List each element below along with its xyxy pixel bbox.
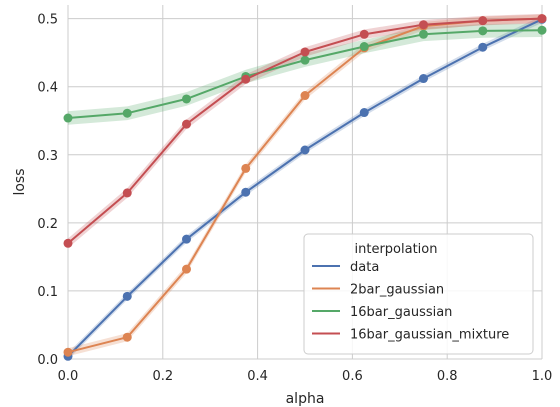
- legend-label-16bar-gaussian-mixture: 16bar_gaussian_mixture: [350, 328, 509, 343]
- x-tick-label: 0.6: [342, 369, 363, 384]
- point-2bar-gaussian: [122, 332, 132, 342]
- series-points: [63, 14, 547, 361]
- point-16bar-gaussian-mixture: [359, 29, 369, 39]
- y-tick-label: 0.0: [37, 353, 58, 368]
- x-tick-labels: 0.0 0.2 0.4 0.6 0.8 1.0: [58, 369, 553, 384]
- point-16bar-gaussian: [63, 113, 73, 123]
- x-tick-label: 0.0: [58, 369, 79, 384]
- point-16bar-gaussian-mixture: [419, 20, 428, 30]
- point-data: [122, 291, 132, 301]
- x-axis-title: alpha: [286, 391, 325, 407]
- point-16bar-gaussian-mixture: [122, 188, 132, 198]
- legend-box: [303, 233, 534, 355]
- y-tick-label: 0.4: [37, 81, 58, 96]
- legend: interpolation data 2bar_gaussian 16bar_gau…: [303, 233, 534, 355]
- y-tick-label: 0.1: [37, 285, 58, 300]
- legend-label-16bar-gaussian: 16bar_gaussian: [350, 305, 452, 320]
- point-data: [419, 74, 428, 84]
- grid-lines: [67, 5, 543, 360]
- y-tick-labels: 0.0 0.1 0.2 0.3 0.4 0.5: [37, 13, 58, 368]
- point-16bar-gaussian: [537, 25, 547, 35]
- y-tick-label: 0.2: [37, 217, 58, 232]
- point-16bar-gaussian: [359, 42, 369, 52]
- point-2bar-gaussian: [241, 163, 251, 173]
- point-16bar-gaussian: [419, 29, 428, 39]
- point-16bar-gaussian-mixture: [241, 74, 251, 84]
- point-2bar-gaussian: [300, 91, 310, 101]
- point-16bar-gaussian-mixture: [182, 119, 191, 129]
- y-tick-label: 0.3: [37, 149, 58, 164]
- point-2bar-gaussian: [182, 264, 191, 274]
- point-16bar-gaussian-mixture: [300, 47, 310, 57]
- legend-title: interpolation: [355, 242, 438, 257]
- point-2bar-gaussian: [63, 347, 73, 357]
- point-data: [300, 145, 310, 155]
- y-tick-label: 0.5: [37, 13, 58, 28]
- point-16bar-gaussian: [478, 26, 488, 36]
- y-axis-title: loss: [12, 168, 28, 195]
- point-16bar-gaussian-mixture: [537, 14, 547, 24]
- point-16bar-gaussian: [182, 94, 191, 104]
- point-16bar-gaussian: [300, 55, 310, 65]
- point-16bar-gaussian-mixture: [478, 16, 488, 26]
- legend-label-2bar-gaussian: 2bar_gaussian: [350, 283, 444, 298]
- x-tick-label: 0.2: [152, 369, 173, 384]
- legend-entries: data 2bar_gaussian 16bar_gaussian 16bar_gau…: [312, 260, 509, 343]
- point-data: [241, 187, 251, 197]
- point-16bar-gaussian: [122, 108, 132, 118]
- point-data: [359, 108, 369, 118]
- legend-label-data: data: [350, 260, 379, 275]
- point-data: [478, 42, 488, 52]
- x-tick-label: 0.4: [247, 369, 268, 384]
- point-16bar-gaussian-mixture: [63, 238, 73, 248]
- x-tick-label: 0.8: [437, 369, 458, 384]
- x-tick-label: 1.0: [532, 369, 553, 384]
- point-data: [182, 234, 191, 244]
